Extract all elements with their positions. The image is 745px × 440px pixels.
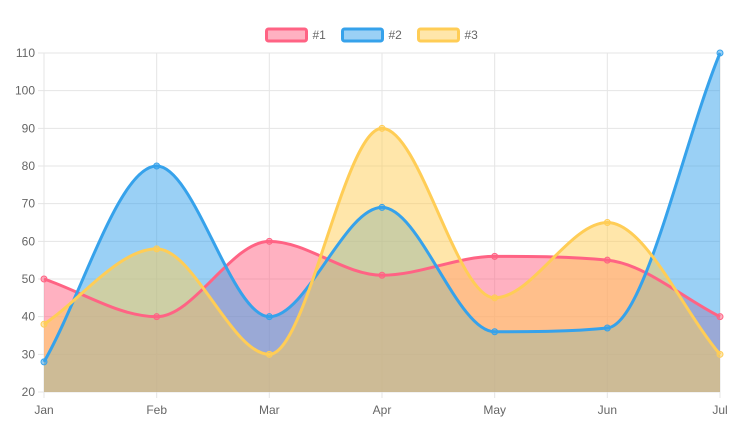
- x-tick-label: Jun: [598, 403, 617, 417]
- x-tick-label: Jul: [712, 403, 727, 417]
- series-2-point-jul[interactable]: [716, 49, 724, 57]
- series-2-point-feb[interactable]: [153, 162, 161, 170]
- series-3-point-jun[interactable]: [603, 219, 611, 226]
- legend-item-3[interactable]: #3: [417, 27, 479, 43]
- legend-swatch: [265, 27, 308, 43]
- y-tick-label: 110: [16, 46, 35, 60]
- legend-label: #3: [465, 28, 479, 42]
- series-3-point-apr[interactable]: [378, 124, 386, 132]
- y-tick-label: 40: [22, 310, 36, 324]
- series-1-point-mar[interactable]: [265, 237, 273, 245]
- legend[interactable]: #1 #2 #3: [265, 27, 479, 43]
- y-tick-label: 30: [22, 347, 36, 361]
- series-1-point-jan[interactable]: [40, 275, 48, 283]
- legend-item-2[interactable]: #2: [341, 27, 403, 43]
- y-axis: 20 30 40 50 60 70 80 90 100 110: [15, 46, 35, 399]
- series-1-point-apr[interactable]: [378, 271, 386, 279]
- series-3-point-mar[interactable]: [265, 350, 273, 358]
- x-tick-label: Mar: [259, 403, 280, 417]
- series-3-area: [44, 128, 720, 392]
- series-2-point-apr[interactable]: [378, 203, 386, 211]
- series-3-point-may[interactable]: [491, 294, 499, 302]
- legend-label: #1: [313, 28, 327, 42]
- series-1-point-feb[interactable]: [153, 313, 161, 321]
- legend-label: #2: [389, 28, 403, 42]
- y-tick-label: 90: [22, 121, 36, 135]
- y-tick-label: 80: [22, 159, 36, 173]
- series-1-point-jun[interactable]: [603, 256, 611, 264]
- legend-swatch: [417, 27, 460, 43]
- y-tick-label: 60: [22, 234, 36, 248]
- series-points: [40, 49, 724, 366]
- x-tick-label: May: [483, 403, 506, 417]
- series-3-point-jul[interactable]: [716, 350, 724, 358]
- x-tick-label: Feb: [146, 403, 167, 417]
- y-tick-label: 70: [22, 197, 36, 211]
- legend-item-1[interactable]: #1: [265, 27, 327, 43]
- series-3-point-jan[interactable]: [40, 320, 48, 328]
- legend-swatch: [341, 27, 384, 43]
- series-2-point-jun[interactable]: [603, 324, 611, 332]
- series-2-point-mar[interactable]: [265, 313, 273, 321]
- series-2-point-jan[interactable]: [40, 358, 48, 366]
- series-3-point-feb[interactable]: [153, 245, 161, 253]
- y-tick-label: 50: [22, 272, 36, 286]
- x-axis: Jan Feb Mar Apr May Jun Jul: [34, 403, 727, 417]
- x-tick-label: Jan: [34, 403, 53, 417]
- y-tick-label: 20: [22, 385, 36, 399]
- series-2-point-may[interactable]: [491, 328, 499, 336]
- series-1-point-may[interactable]: [491, 252, 499, 260]
- y-tick-label: 100: [15, 84, 35, 98]
- series-1-point-jul[interactable]: [716, 313, 724, 321]
- x-tick-label: Apr: [373, 403, 392, 417]
